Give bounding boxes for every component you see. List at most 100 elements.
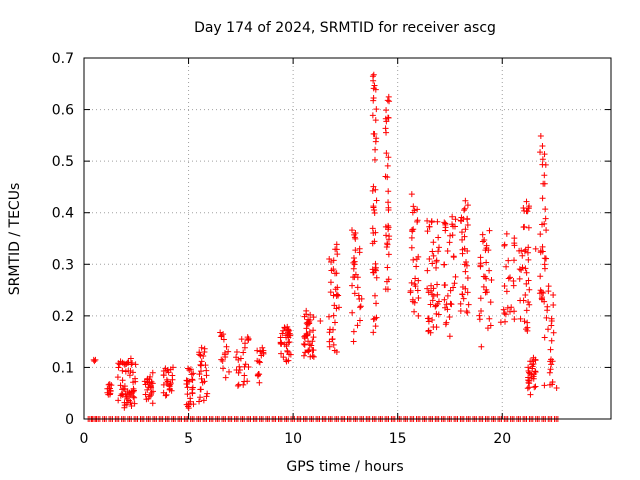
data-point: [526, 369, 533, 376]
data-point: [255, 371, 262, 378]
data-point: [521, 207, 528, 214]
data-point: [525, 205, 532, 212]
data-point: [508, 304, 515, 311]
data-point: [233, 348, 240, 355]
data-point: [462, 285, 469, 292]
data-point: [410, 226, 417, 233]
data-point: [225, 348, 232, 355]
data-point: [434, 291, 441, 298]
data-point: [446, 239, 453, 246]
data-point: [307, 311, 314, 318]
data-point: [532, 383, 539, 390]
data-point: [539, 248, 546, 255]
data-point: [129, 359, 136, 366]
data-point: [461, 207, 468, 214]
data-point: [333, 241, 340, 248]
data-point: [235, 356, 242, 363]
data-point: [457, 300, 464, 307]
data-point: [543, 227, 550, 234]
data-point: [476, 316, 483, 323]
data-point: [426, 223, 433, 230]
data-point: [523, 280, 530, 287]
y-tick-label: 0.4: [52, 206, 74, 222]
data-point: [202, 362, 209, 369]
data-point: [462, 268, 469, 275]
data-point: [465, 301, 472, 308]
data-point: [242, 340, 249, 347]
data-point: [548, 322, 555, 329]
data-point: [411, 299, 418, 306]
data-point: [197, 394, 204, 401]
data-point: [306, 341, 313, 348]
data-point: [130, 379, 137, 386]
data-point: [201, 378, 208, 385]
data-point: [383, 118, 390, 125]
data-point: [218, 333, 225, 340]
data-point: [372, 138, 379, 145]
data-point: [371, 292, 378, 299]
data-point: [150, 388, 157, 395]
data-point: [459, 236, 466, 243]
data-point: [117, 382, 124, 389]
data-point: [356, 249, 363, 256]
data-point: [444, 292, 451, 299]
data-point: [518, 266, 525, 273]
data-point: [449, 232, 456, 239]
data-point: [502, 311, 509, 318]
data-point: [301, 333, 308, 340]
data-point: [200, 397, 207, 404]
data-point: [300, 352, 307, 359]
data-point: [370, 329, 377, 336]
data-point: [198, 344, 205, 351]
data-point: [461, 205, 468, 212]
data-point: [425, 315, 432, 322]
data-point: [114, 374, 121, 381]
data-point: [384, 114, 391, 121]
data-point: [522, 265, 529, 272]
data-point: [131, 400, 138, 407]
data-point: [334, 251, 341, 258]
data-point: [412, 275, 419, 282]
x-tick-label: 10: [284, 431, 302, 447]
data-point: [335, 304, 342, 311]
data-point: [121, 402, 128, 409]
data-point: [426, 255, 433, 262]
data-point: [184, 384, 191, 391]
data-point: [462, 226, 469, 233]
data-point: [532, 245, 539, 252]
data-point: [330, 257, 337, 264]
data-point: [373, 300, 380, 307]
data-point: [409, 226, 416, 233]
data-point: [384, 162, 391, 169]
data-point: [511, 257, 518, 264]
data-point: [279, 330, 286, 337]
data-point: [351, 234, 358, 241]
data-point: [196, 351, 203, 358]
data-point: [234, 382, 241, 389]
data-point: [372, 146, 379, 153]
data-point: [434, 281, 441, 288]
data-point: [370, 269, 377, 276]
data-point: [429, 316, 436, 323]
data-point: [525, 224, 532, 231]
data-point: [132, 361, 139, 368]
data-point: [539, 156, 546, 163]
data-point: [413, 263, 420, 270]
data-point: [476, 312, 483, 319]
data-point: [449, 221, 456, 228]
data-point: [130, 393, 137, 400]
data-point: [350, 328, 357, 335]
data-point: [447, 300, 454, 307]
data-point: [190, 370, 197, 377]
data-point: [369, 112, 376, 119]
data-point: [409, 296, 416, 303]
data-point: [372, 117, 379, 124]
data-point: [219, 357, 226, 364]
data-point: [415, 277, 422, 284]
data-point: [350, 338, 357, 345]
data-point: [331, 347, 338, 354]
data-point: [254, 372, 261, 379]
data-point: [236, 363, 243, 370]
data-point: [167, 366, 174, 373]
data-point: [357, 304, 364, 311]
